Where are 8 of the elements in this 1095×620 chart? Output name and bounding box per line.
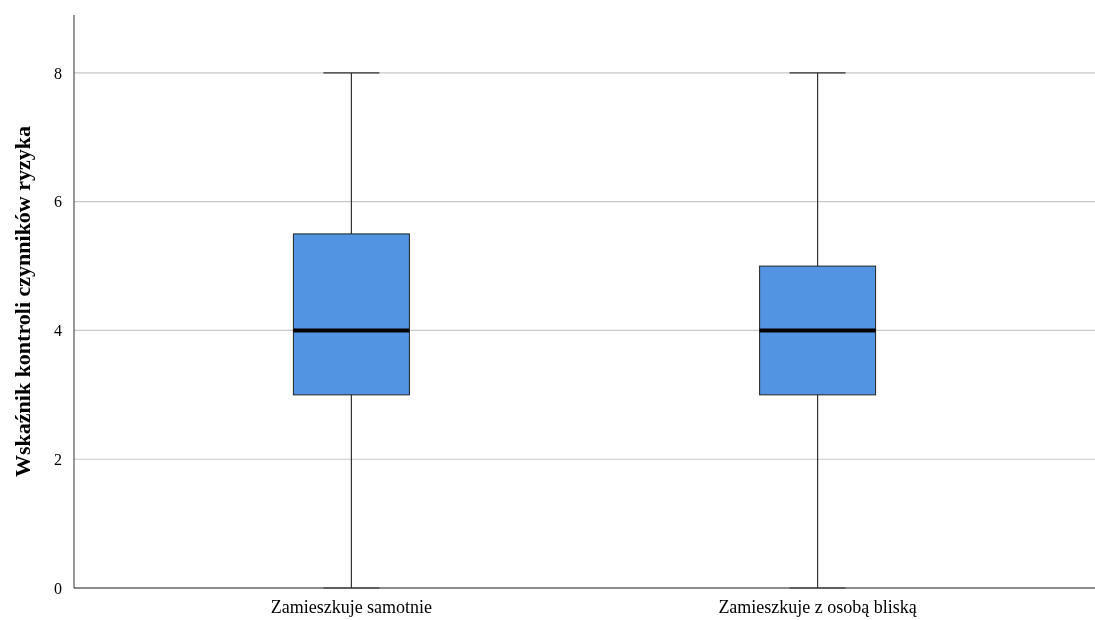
x-tick-label: Zamieszkuje samotnie [270, 597, 433, 617]
y-tick-label: 4 [54, 322, 62, 340]
y-axis-title: Wskaźnik kontroli czynników ryzyka [10, 125, 35, 478]
y-tick-label: 2 [54, 450, 62, 468]
x-tick-label: Zamieszkuje z osobą bliską [718, 597, 918, 617]
y-tick-label: 6 [54, 193, 62, 211]
y-tick-label: 0 [54, 579, 62, 597]
y-tick-label: 8 [54, 64, 62, 82]
